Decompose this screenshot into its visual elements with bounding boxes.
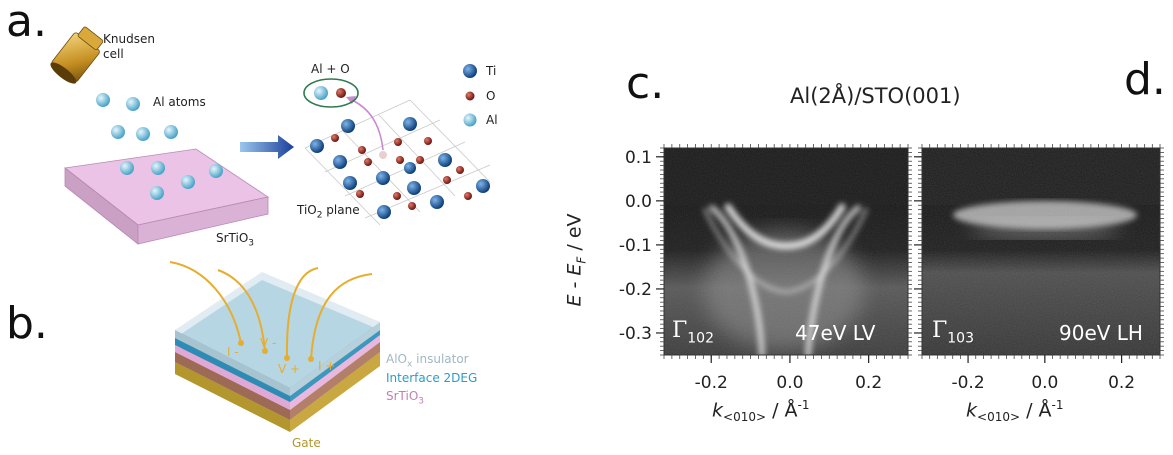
frame-d xyxy=(921,147,1161,356)
legend-o-icon xyxy=(465,91,475,101)
transition-arrow-icon xyxy=(240,135,294,159)
panel-letter-c: c. xyxy=(626,58,665,109)
legend-ti-label: Ti xyxy=(486,64,497,78)
migration-arrow-icon xyxy=(351,99,384,151)
srtio3-label: SrTiO3 xyxy=(216,231,255,249)
al-o-cluster-ring xyxy=(303,78,359,108)
panel-a-illustration xyxy=(50,26,491,245)
axes-c: -0.2 0.0 0.2 0.1 0.0 -0.1 -0.2 -0.3 xyxy=(619,144,912,393)
x-tick-label: 0.0 xyxy=(776,373,803,393)
knudsen-label-line1: Knudsen xyxy=(103,32,155,46)
al-o-label: Al + O xyxy=(311,62,350,76)
legend-o-label: O xyxy=(486,89,496,103)
x-tick-label: 0.2 xyxy=(1108,373,1135,393)
panel-b-device-illustration xyxy=(169,261,380,432)
legend-al-label: Al xyxy=(486,113,498,127)
al-atoms xyxy=(96,93,178,141)
gate-label: Gate xyxy=(292,436,321,450)
knudsen-cell-icon xyxy=(50,26,104,84)
gamma-label-c: Γ102 xyxy=(672,318,714,347)
vacancy-site xyxy=(379,151,387,159)
tio2-plane-label: TiO2 plane xyxy=(297,203,360,221)
legend-ti-icon xyxy=(463,64,477,78)
probe-wires xyxy=(169,261,373,360)
probe-i-plus: I + xyxy=(318,359,336,373)
probe-i-minus: I - xyxy=(227,345,239,359)
legend-al-icon xyxy=(463,113,477,127)
gamma-label-d: Γ103 xyxy=(932,318,974,347)
panel-letter-d: d. xyxy=(1124,54,1166,105)
alox-insulator-label: AlOx insulator xyxy=(386,352,469,370)
y-axis-label: E - EF / eV xyxy=(563,213,589,307)
ti-atoms xyxy=(310,117,490,219)
frame-c xyxy=(663,147,909,356)
interface-2deg-label: Interface 2DEG xyxy=(386,371,478,385)
y-tick-label: -0.1 xyxy=(619,236,652,256)
x-tick-label: 0.0 xyxy=(1031,373,1058,393)
y-tick-label: -0.2 xyxy=(619,280,652,300)
srtio3-substrate xyxy=(64,148,270,245)
arpes-title: Al(2Å)/STO(001) xyxy=(790,84,961,108)
o-atoms xyxy=(331,134,472,210)
probe-v-plus: V + xyxy=(278,362,301,376)
srtio3-layer-label: SrTiO3 xyxy=(386,389,425,407)
x-axis-label-c: k<010> / Å-1 xyxy=(712,398,810,425)
probe-v-minus: V - xyxy=(260,336,277,350)
y-tick-label: 0.0 xyxy=(625,192,652,212)
x-axis-label-d: k<010> / Å-1 xyxy=(966,398,1064,425)
y-tick-label: -0.3 xyxy=(619,324,652,344)
x-tick-label: -0.2 xyxy=(695,373,728,393)
y-tick-label: 0.1 xyxy=(625,148,652,168)
arpes-map-c xyxy=(664,148,908,355)
condition-label-d: 90eV LH xyxy=(1059,321,1143,345)
condition-label-c: 47eV LV xyxy=(795,321,876,345)
panel-letter-b: b. xyxy=(6,298,48,349)
arpes-map-d xyxy=(922,148,1160,355)
axes-d: -0.2 0.0 0.2 xyxy=(914,144,1164,393)
panel-letter-a: a. xyxy=(6,0,47,47)
knudsen-label-line2: cell xyxy=(103,47,124,61)
x-tick-label: -0.2 xyxy=(951,373,984,393)
al-atoms-label: Al atoms xyxy=(153,95,206,109)
x-tick-label: 0.2 xyxy=(855,373,882,393)
